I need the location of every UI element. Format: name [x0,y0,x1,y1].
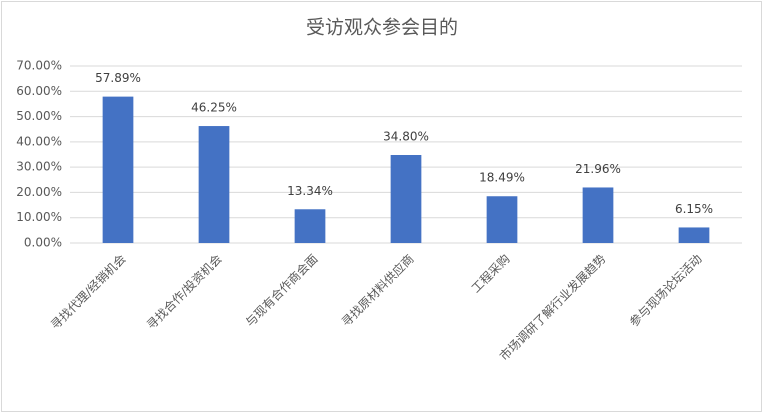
bar [198,126,230,243]
y-tick-label: 70.00% [16,59,62,73]
y-tick-label: 30.00% [16,160,62,174]
chart-title: 受访观众参会目的 [306,17,458,39]
bar [102,96,134,243]
data-label: 6.15% [675,202,713,216]
data-label: 13.34% [287,184,333,198]
y-tick-label: 0.00% [24,236,62,250]
bar [294,209,326,243]
y-tick-label: 20.00% [16,185,62,199]
data-label: 21.96% [575,162,621,176]
y-tick-label: 40.00% [16,134,62,148]
data-label: 18.49% [479,171,525,185]
y-tick-label: 10.00% [16,210,62,224]
bar [486,196,518,243]
bar [678,227,710,243]
bar [390,155,422,243]
y-tick-label: 60.00% [16,84,62,98]
y-tick-label: 50.00% [16,109,62,123]
data-label: 34.80% [383,130,429,144]
data-label: 46.25% [191,101,237,115]
bar [582,187,614,243]
data-label: 57.89% [95,71,141,85]
